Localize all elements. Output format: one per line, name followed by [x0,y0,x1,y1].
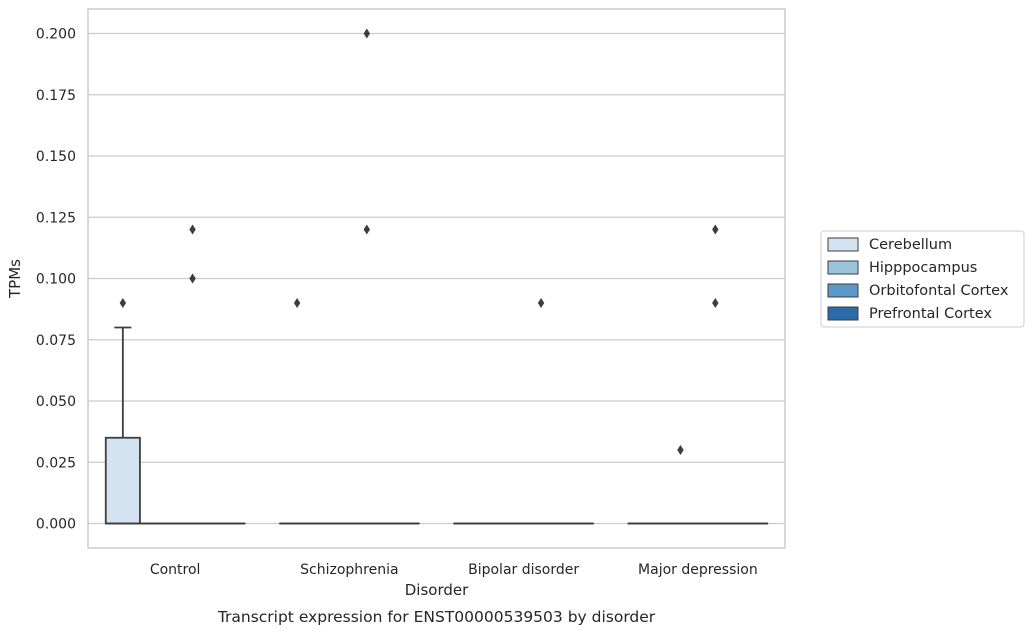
y-tick-label: 0.150 [36,149,76,165]
legend-label: Cerebellum [869,237,952,253]
legend-swatch [827,306,859,321]
outlier-point [712,298,719,308]
x-tick-label: Major depression [638,562,758,578]
box-iqr [104,436,141,525]
y-tick-label: 0.200 [36,27,76,43]
legend-entry: Prefrontal Cortex [827,306,992,322]
y-tick-label: 0.125 [36,210,76,226]
outlier-point [677,445,684,455]
outlier-point [189,224,196,235]
legend-frame [820,230,1025,328]
box-element [104,326,141,525]
legend-entry: Orbitofontal Cortex [827,283,1009,299]
plot-frame [87,8,786,549]
outlier-point [363,28,370,39]
x-tick-label: Schizophrenia [300,562,398,578]
y-axis-label: TPMs [6,259,24,299]
legend-swatch [827,283,859,298]
x-axis-label: Disorder [405,581,469,599]
legend-label: Orbitofontal Cortex [869,283,1009,299]
y-tick-label: 0.075 [36,333,76,349]
y-tick-label: 0.025 [36,455,76,471]
legend-swatch [827,237,859,252]
grid-lines [88,32,785,525]
y-tick-labels: 0.000 0.025 0.050 0.075 0.100 0.125 0.150 0.175… [36,27,76,533]
outlier-points [119,28,719,455]
chart-title: Transcript expression for ENST0000053950… [217,608,656,626]
x-tick-label: Control [150,562,201,578]
outlier-point [712,224,719,235]
legend-label: Prefrontal Cortex [869,306,992,322]
outlier-point [119,298,127,308]
outlier-point [293,298,301,308]
outlier-point [189,273,196,284]
outlier-point [363,224,370,235]
box-series [104,326,769,525]
legend-label: Hipppocampus [869,260,977,276]
x-tick-labels: Control Schizophrenia Bipolar disorder Majo… [150,562,758,578]
y-tick-label: 0.050 [36,394,76,410]
y-tick-label: 0.000 [36,517,76,533]
y-tick-label: 0.175 [36,88,76,104]
legend-items: Cerebellum Hipppocampus Orbitofontal Corte… [827,237,1009,322]
legend-entry: Hipppocampus [827,260,977,276]
legend: Cerebellum Hipppocampus Orbitofontal Corte… [820,230,1025,328]
outlier-point [537,298,545,308]
y-tick-label: 0.100 [36,272,76,288]
legend-entry: Cerebellum [827,237,952,253]
x-tick-label: Bipolar disorder [468,562,579,578]
legend-swatch [827,260,859,275]
